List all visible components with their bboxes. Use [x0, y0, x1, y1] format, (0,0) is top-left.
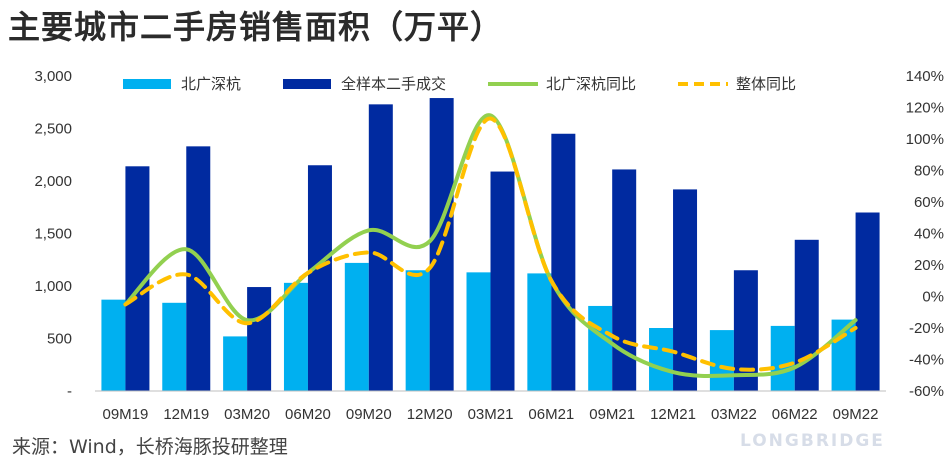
right-axis-tick-label: -20% — [909, 320, 944, 337]
left-axis-tick-label: 1,000 — [34, 278, 72, 295]
bar-all-03M21 — [490, 171, 515, 391]
bar-bsgh-03M20 — [223, 336, 248, 391]
legend-label: 北广深杭同比 — [546, 75, 636, 93]
bar-bsgh-06M21 — [527, 273, 552, 391]
bar-all-06M21 — [551, 133, 576, 391]
source-note: 来源：Wind，长桥海豚投研整理 — [12, 436, 288, 458]
bar-all-09M20 — [368, 104, 393, 391]
bar-bsgh-03M21 — [466, 272, 491, 391]
x-axis-labels: 09M19 12M19 03M20 06M20 09M20 12M20 03M21 06M21… — [102, 406, 878, 423]
line-overall-yoy — [123, 116, 858, 372]
chart-title: 主要城市二手房销售面积（万平） — [8, 8, 504, 46]
right-axis-tick-label: 40% — [914, 226, 944, 243]
right-axis-tick-label: -40% — [909, 352, 944, 369]
x-tick-label: 12M20 — [407, 406, 453, 423]
bar-bsgh-12M19 — [162, 302, 187, 391]
right-axis-tick-label: 80% — [914, 163, 944, 180]
right-axis-tick-label: 20% — [914, 257, 944, 274]
left-axis-tick-label: 1,500 — [34, 226, 72, 243]
right-axis-tick-label: 60% — [914, 194, 944, 211]
watermark-text: LONGBRIDGE — [740, 431, 885, 451]
left-axis: - 500 1,000 1,500 2,000 2,500 3,000 — [34, 68, 72, 400]
right-axis-tick-label: 0% — [922, 289, 944, 306]
bar-bsgh-12M21 — [649, 328, 674, 391]
left-axis-tick-label: - — [67, 383, 72, 400]
x-tick-label: 09M21 — [589, 406, 635, 423]
bar-bsgh-09M21 — [588, 305, 613, 391]
right-axis: -60% -40% -20% 0% 20% 40% 60% 80% 100% 120% 140% — [906, 68, 944, 400]
bar-all-12M21 — [673, 189, 698, 391]
left-axis-tick-label: 2,500 — [34, 121, 72, 138]
legend-label: 北广深杭 — [181, 75, 241, 93]
x-tick-label: 03M22 — [711, 406, 757, 423]
left-axis-tick-label: 2,000 — [34, 173, 72, 190]
bar-bsgh-03M22 — [709, 330, 734, 391]
bar-bsgh-06M20 — [283, 282, 308, 391]
right-axis-tick-label: -60% — [909, 383, 944, 400]
line-bsgh-yoy — [123, 113, 858, 378]
right-axis-tick-label: 120% — [906, 100, 944, 117]
x-tick-label: 03M21 — [468, 406, 514, 423]
line-series-group — [123, 113, 858, 378]
x-tick-label: 09M22 — [833, 406, 879, 423]
bar-series-group — [95, 98, 886, 392]
x-tick-label: 06M22 — [772, 406, 818, 423]
x-tick-label: 09M20 — [346, 406, 392, 423]
x-tick-label: 12M19 — [163, 406, 209, 423]
bar-all-09M22 — [855, 212, 880, 391]
x-tick-label: 06M21 — [528, 406, 574, 423]
left-axis-tick-label: 3,000 — [34, 68, 72, 85]
x-tick-label: 12M21 — [650, 406, 696, 423]
legend-label: 全样本二手成交 — [341, 75, 446, 93]
bar-all-03M20 — [247, 287, 272, 391]
bar-all-06M22 — [794, 239, 819, 391]
x-tick-label: 09M19 — [102, 406, 148, 423]
legend-swatch — [123, 79, 171, 89]
bar-all-06M20 — [307, 165, 332, 391]
bar-bsgh-09M20 — [344, 262, 369, 391]
legend-label: 整体同比 — [736, 75, 796, 93]
bar-bsgh-09M19 — [101, 299, 126, 391]
legend: 北广深杭 全样本二手成交 北广深杭同比 整体同比 — [123, 75, 796, 93]
legend-swatch — [283, 79, 331, 89]
left-axis-tick-label: 500 — [47, 331, 72, 348]
x-tick-label: 06M20 — [285, 406, 331, 423]
right-axis-tick-label: 100% — [906, 131, 944, 148]
right-axis-tick-label: 140% — [906, 68, 944, 85]
bar-bsgh-12M20 — [405, 270, 430, 391]
x-tick-label: 03M20 — [224, 406, 270, 423]
bar-bsgh-06M22 — [770, 325, 795, 391]
